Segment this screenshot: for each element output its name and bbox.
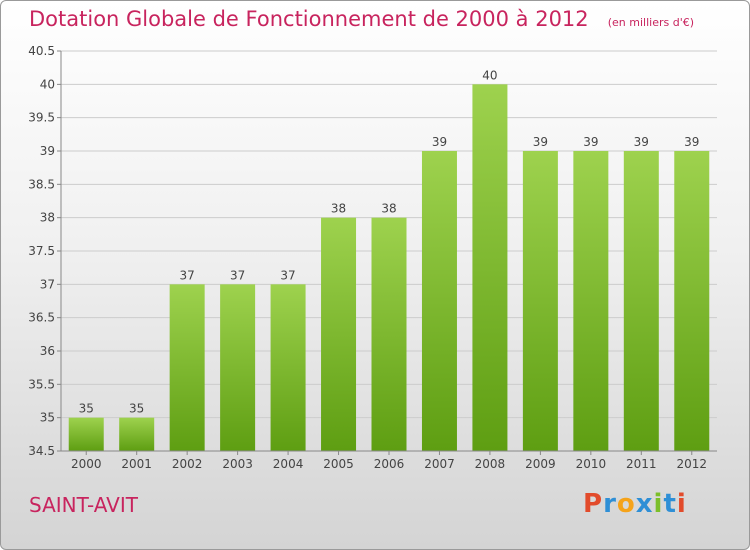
y-tick-label: 39.5 xyxy=(28,111,55,125)
x-tick-label: 2005 xyxy=(323,457,354,471)
logo-letter: o xyxy=(616,489,636,519)
bar xyxy=(573,151,609,451)
y-tick-label: 34.5 xyxy=(28,444,55,458)
y-tick-label: 37.5 xyxy=(28,244,55,258)
bar xyxy=(270,284,306,451)
x-tick-label: 2012 xyxy=(676,457,707,471)
x-tick-label: 2003 xyxy=(222,457,253,471)
bar xyxy=(68,417,104,451)
logo-letter: r xyxy=(603,489,617,519)
data-label: 38 xyxy=(331,202,346,216)
bar xyxy=(623,151,659,451)
y-tick-label: 40 xyxy=(40,77,55,91)
title-row: Dotation Globale de Fonctionnement de 20… xyxy=(29,7,694,31)
data-label: 37 xyxy=(280,268,295,282)
y-tick-label: 35 xyxy=(40,411,55,425)
y-tick-label: 35.5 xyxy=(28,377,55,391)
data-label: 39 xyxy=(533,135,548,149)
bar xyxy=(169,284,205,451)
x-tick-label: 2006 xyxy=(374,457,405,471)
data-label: 35 xyxy=(129,402,144,416)
data-label: 37 xyxy=(180,268,195,282)
bar xyxy=(220,284,256,451)
data-label: 39 xyxy=(684,135,699,149)
logo-letter: x xyxy=(635,489,654,519)
data-label: 40 xyxy=(482,68,497,82)
data-label: 37 xyxy=(230,268,245,282)
bar xyxy=(522,151,558,451)
y-tick-label: 38 xyxy=(40,211,55,225)
bar xyxy=(421,151,457,451)
y-tick-label: 36.5 xyxy=(28,311,55,325)
proxiti-logo[interactable]: Proxiti xyxy=(583,489,687,519)
y-tick-label: 39 xyxy=(40,144,55,158)
logo-letter: t xyxy=(663,489,677,519)
bar xyxy=(371,217,407,451)
data-label: 35 xyxy=(79,402,94,416)
data-label: 39 xyxy=(583,135,598,149)
y-tick-label: 38.5 xyxy=(28,177,55,191)
logo-letter: i xyxy=(676,489,687,519)
x-tick-label: 2007 xyxy=(424,457,455,471)
data-label: 38 xyxy=(381,202,396,216)
x-tick-label: 2002 xyxy=(172,457,203,471)
data-label: 39 xyxy=(432,135,447,149)
data-label: 39 xyxy=(634,135,649,149)
x-tick-label: 2001 xyxy=(121,457,152,471)
city-name: SAINT-AVIT xyxy=(29,493,138,517)
x-tick-label: 2004 xyxy=(273,457,304,471)
x-tick-label: 2000 xyxy=(71,457,102,471)
bar xyxy=(119,417,155,451)
bar xyxy=(321,217,357,451)
x-tick-label: 2008 xyxy=(475,457,506,471)
bars-layer: 35 35 37 37 37 38 38 39 40 39 39 39 39 xyxy=(68,68,710,451)
chart-title: Dotation Globale de Fonctionnement de 20… xyxy=(29,7,589,31)
x-tick-label: 2009 xyxy=(525,457,556,471)
bar xyxy=(674,151,710,451)
y-tick-label: 36 xyxy=(40,344,55,358)
axis-layer: 34.5 35 35.5 36 36.5 37 37.5 38 38.5 39 39.5 40 40.5… xyxy=(28,44,717,471)
chart-subtitle: (en milliers d'€) xyxy=(607,16,695,29)
y-tick-label: 40.5 xyxy=(28,44,55,58)
y-tick-label: 37 xyxy=(40,277,55,291)
x-tick-label: 2011 xyxy=(626,457,657,471)
logo-letter: P xyxy=(583,489,604,519)
logo-letter: i xyxy=(653,489,664,519)
x-tick-label: 2010 xyxy=(576,457,607,471)
bar xyxy=(472,84,508,451)
